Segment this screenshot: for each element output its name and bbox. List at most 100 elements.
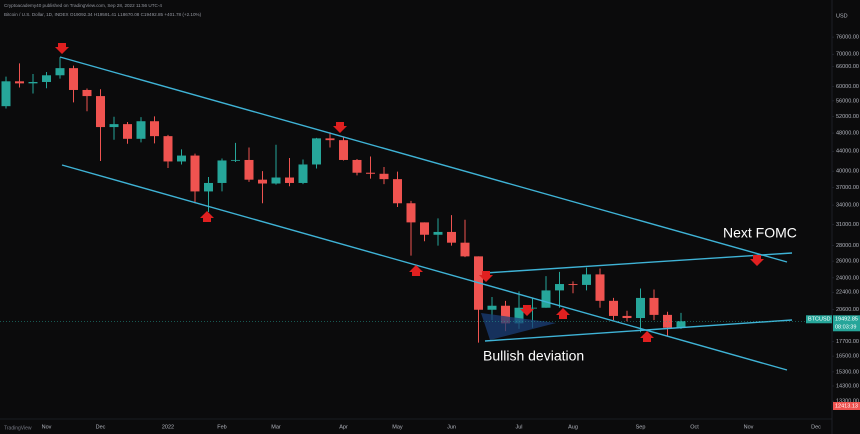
candle-body	[285, 177, 294, 183]
y-tick-label: 70000.00	[836, 52, 859, 58]
x-tick-label: Oct	[690, 424, 699, 430]
candle-body	[298, 164, 308, 183]
bottom-label: 12413.13	[835, 403, 858, 409]
candle-body	[42, 75, 51, 82]
down-arrows	[55, 43, 764, 316]
x-tick-label: 2022	[162, 424, 174, 430]
candle-body	[393, 179, 402, 204]
candle-body	[460, 242, 470, 257]
candle-body	[487, 305, 497, 310]
candle-body	[406, 203, 416, 223]
candle-body	[582, 274, 591, 285]
last-price-label: 19492.85	[835, 317, 858, 323]
annotation: Next FOMC	[723, 225, 797, 241]
candle-body	[514, 307, 524, 324]
candle-body	[649, 297, 659, 315]
y-tick-label: 34000.00	[836, 203, 859, 209]
arrow	[333, 122, 347, 133]
y-tick-label: 60000.00	[836, 84, 859, 90]
candle-body	[555, 284, 564, 291]
candle-body	[69, 68, 78, 90]
candle-body	[595, 274, 605, 301]
y-tick-label: 40000.00	[836, 169, 859, 175]
y-tick-label: 22400.00	[836, 290, 859, 296]
header: Cryptoacademy40 published on TradingView…	[4, 3, 162, 8]
up-arrows	[200, 211, 654, 342]
candle-body	[636, 297, 645, 319]
candle-body	[447, 231, 456, 243]
y-tick-label: 31000.00	[836, 222, 859, 228]
candle-body	[96, 96, 105, 128]
arrow	[200, 211, 214, 222]
x-tick-label: Aug	[568, 424, 578, 430]
x-tick-label: Nov	[42, 424, 52, 430]
annotation: Bullish deviation	[483, 348, 584, 364]
x-tick-label: Dec	[96, 424, 106, 430]
candle-body	[28, 81, 38, 84]
candle-body	[663, 314, 672, 328]
y-tick-label: 76000.00	[836, 35, 859, 41]
x-tick-label: Sep	[636, 424, 646, 430]
y-tick-label: 56000.00	[836, 98, 859, 104]
y-tick-label: 14300.00	[836, 383, 859, 389]
candle-body	[177, 155, 186, 162]
countdown: 08:03:39	[835, 325, 856, 331]
y-tick-label: 66000.00	[836, 64, 859, 70]
candle-body	[379, 173, 389, 180]
candle-body	[55, 68, 65, 76]
y-tick-label: 28000.00	[836, 243, 859, 249]
candle-body	[109, 124, 119, 128]
y-tick-label: 48000.00	[836, 131, 859, 137]
candle-body	[622, 315, 632, 319]
x-tick-label: Feb	[217, 424, 226, 430]
candle-body	[136, 121, 146, 139]
candle-body	[217, 160, 227, 183]
arrow	[556, 308, 570, 319]
candle-body	[204, 182, 213, 192]
candle-body	[1, 81, 11, 107]
wedge-lower	[484, 319, 793, 342]
candle-body	[420, 222, 429, 235]
candle-body	[568, 284, 578, 285]
y-tick-label: 16500.00	[836, 354, 859, 360]
candle-body	[541, 290, 551, 308]
candle-body	[312, 138, 321, 165]
candle-body	[163, 136, 173, 162]
candle-body	[339, 140, 348, 160]
x-tick-label: Apr	[339, 424, 348, 430]
candle-body	[82, 89, 92, 97]
y-tick-label: 15300.00	[836, 369, 859, 375]
candle-body	[271, 177, 281, 184]
y-tick-label: 17700.00	[836, 339, 859, 345]
candle-body	[244, 159, 254, 180]
price-box	[833, 315, 860, 332]
symbol-box	[806, 315, 832, 324]
y-tick-label: 24000.00	[836, 275, 859, 281]
wedge-upper	[484, 252, 793, 274]
candle-body	[366, 172, 375, 174]
candle-body	[150, 121, 159, 137]
candle-body	[676, 321, 686, 328]
y-tick-label: 44000.00	[836, 149, 859, 155]
x-tick-label: Jun	[447, 424, 456, 430]
symbol-label: BTCUSD	[808, 317, 831, 323]
x-tick-label: Dec	[811, 424, 821, 430]
arrow	[55, 43, 69, 54]
arrow	[640, 331, 654, 342]
candle-body	[123, 124, 132, 139]
y-tick-label: 13300.00	[836, 399, 859, 405]
y-tick-label: 26000.00	[836, 259, 859, 265]
candle-body	[501, 305, 510, 324]
candle-body	[190, 155, 200, 192]
channel-lower	[61, 164, 788, 371]
low-box	[833, 402, 860, 410]
arrow	[409, 265, 423, 276]
y-tick-label: 20600.00	[836, 307, 859, 313]
candle-body	[231, 159, 240, 161]
candle-body	[258, 179, 267, 184]
deviation-shade	[481, 313, 556, 340]
candle-body	[528, 307, 537, 309]
x-tick-label: May	[392, 424, 403, 430]
